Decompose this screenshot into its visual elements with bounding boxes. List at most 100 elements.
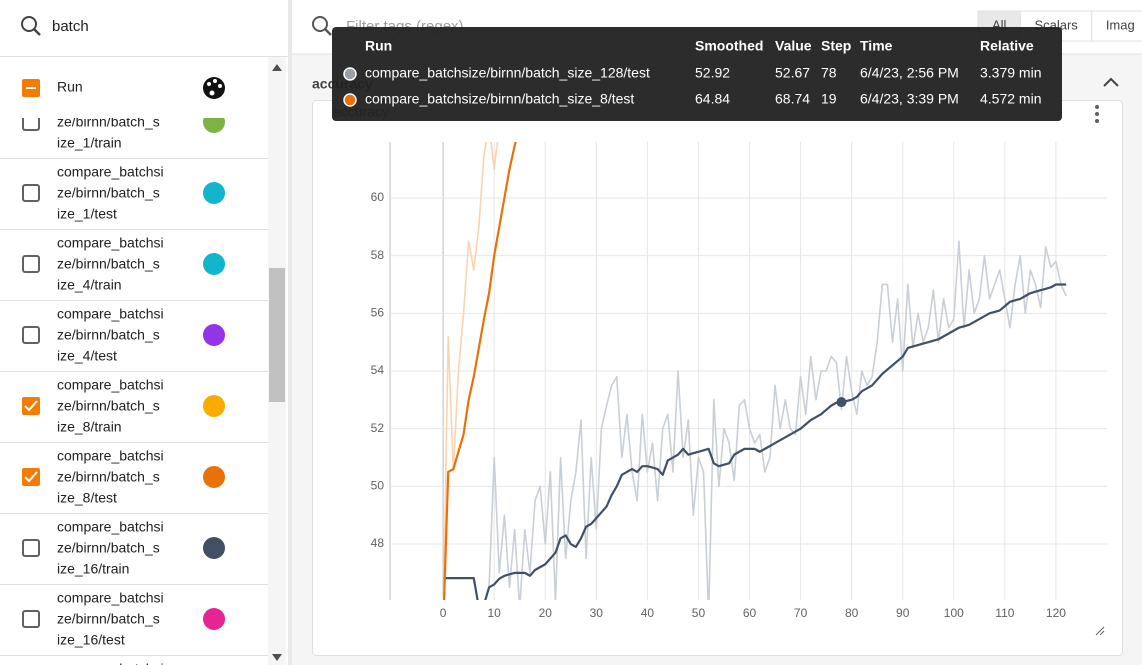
tooltip-header: Step <box>821 38 851 54</box>
menu-dot[interactable] <box>1095 112 1099 116</box>
sidebar <box>0 0 288 665</box>
scroll-up[interactable] <box>272 64 282 71</box>
run-color[interactable] <box>203 324 225 346</box>
run-color[interactable] <box>203 182 225 204</box>
x-tick-label: 70 <box>794 606 808 620</box>
run-name: ze/birnn/batch_s <box>57 398 160 414</box>
tooltip-value: 68.74 <box>775 91 810 107</box>
run-checkbox[interactable] <box>22 326 40 344</box>
run-name: compare_batchsi <box>57 519 164 535</box>
tooltip-header: Time <box>860 38 893 54</box>
search-input[interactable]: batch <box>52 18 89 35</box>
tooltip-step: 19 <box>821 91 837 107</box>
tooltip-relative: 3.379 min <box>980 65 1041 81</box>
tooltip-run: compare_batchsize/birnn/batch_size_128/t… <box>365 65 650 81</box>
tooltip-header: Smoothed <box>695 38 763 54</box>
run-name: compare_batchsi <box>57 590 164 606</box>
x-tick-label: 120 <box>1046 606 1066 620</box>
run-name: ize_8/train <box>57 419 122 435</box>
plot-area <box>442 142 1067 600</box>
run-name: ize_16/train <box>57 561 129 577</box>
y-tick-label: 52 <box>371 421 385 435</box>
runs-header-label: Run <box>57 79 83 95</box>
run-name: compare_batchsi <box>57 235 164 251</box>
run-color[interactable] <box>203 253 225 275</box>
run-color[interactable] <box>203 395 225 417</box>
tooltip-run: compare_batchsize/birnn/batch_size_8/tes… <box>365 91 634 107</box>
palette-hole <box>213 79 217 83</box>
run-checkbox[interactable] <box>22 114 40 131</box>
run-checkbox[interactable] <box>22 255 40 273</box>
x-tick-label: 100 <box>944 606 964 620</box>
scroll-down[interactable] <box>272 654 282 661</box>
tab-label[interactable]: Imag <box>1106 17 1135 32</box>
palette-hole <box>209 90 215 96</box>
tooltip-swatch <box>343 67 357 81</box>
raw-line <box>443 240 1067 600</box>
menu-dot[interactable] <box>1095 119 1099 123</box>
run-name: ze/birnn/batch_s <box>57 114 160 130</box>
tooltip-smoothed: 64.84 <box>695 91 730 107</box>
tooltip-swatch <box>343 93 357 107</box>
run-name: ize_16/test <box>57 632 125 648</box>
y-tick-label: 48 <box>371 536 385 550</box>
tab-background[interactable] <box>1091 10 1142 42</box>
run-name: ze/birnn/batch_s <box>57 611 160 627</box>
hover-point <box>836 397 847 408</box>
run-name: ize_4/test <box>57 348 117 364</box>
x-tick-label: 80 <box>845 606 859 620</box>
collapse-icon[interactable] <box>1103 77 1119 87</box>
x-tick-label: 60 <box>743 606 757 620</box>
y-tick-label: 54 <box>371 363 385 377</box>
tooltip-background <box>332 27 1062 121</box>
menu-dot[interactable] <box>1095 105 1099 109</box>
run-name: ize_1/test <box>57 206 117 222</box>
x-tick-label: 10 <box>487 606 501 620</box>
tooltip-value: 52.67 <box>775 65 810 81</box>
run-checkbox[interactable] <box>22 539 40 557</box>
run-checkbox[interactable] <box>22 397 40 415</box>
run-color[interactable] <box>203 111 225 133</box>
filter-icon-handle <box>324 28 332 36</box>
palette-hole <box>207 82 211 86</box>
run-name: ize_4/train <box>57 277 122 293</box>
run-color[interactable] <box>203 466 225 488</box>
y-tick-label: 50 <box>371 479 385 493</box>
run-list: ze/birnn/batch_s ize_1/train compare_batch… <box>0 111 268 665</box>
y-tick-label: 60 <box>371 190 385 204</box>
run-name: compare_batchsi <box>57 448 164 464</box>
search-icon-handle <box>33 28 41 36</box>
checkmark <box>24 400 38 412</box>
tooltip-header: Relative <box>980 38 1034 54</box>
run-checkbox[interactable] <box>22 610 40 628</box>
x-tick-label: 50 <box>692 606 706 620</box>
tooltip-header: Run <box>365 38 392 54</box>
run-name: ze/birnn/batch_s <box>57 540 160 556</box>
run-checkbox[interactable] <box>22 468 40 486</box>
checkmark <box>24 471 38 483</box>
splitter <box>288 0 292 665</box>
tooltip-smoothed: 52.92 <box>695 65 730 81</box>
smoothed-line <box>442 142 517 600</box>
run-color[interactable] <box>203 537 225 559</box>
resize-handle[interactable] <box>1095 626 1105 636</box>
run-name: ze/birnn/batch_s <box>57 256 160 272</box>
run-checkbox[interactable] <box>22 184 40 202</box>
axes: 0 10 20 30 40 50 60 70 80 90 100 110 120 48 50 52 54 56 58… <box>371 142 1107 620</box>
run-name: compare_batchsi <box>57 306 164 322</box>
raw-line <box>442 142 499 600</box>
scrollbar-thumb[interactable] <box>269 268 285 402</box>
run-name: compare_batchsi <box>57 164 164 180</box>
y-tick-label: 56 <box>371 305 385 319</box>
run-name: ze/birnn/batch_s <box>57 469 160 485</box>
tooltip-time: 6/4/23, 2:56 PM <box>860 65 959 81</box>
run-color[interactable] <box>203 608 225 630</box>
resize-handle[interactable] <box>1099 630 1105 636</box>
tooltip-relative: 4.572 min <box>980 91 1041 107</box>
smoothed-line <box>443 283 1067 600</box>
palette-hole <box>218 84 222 88</box>
x-tick-label: 0 <box>440 606 447 620</box>
y-tick-label: 58 <box>371 248 385 262</box>
